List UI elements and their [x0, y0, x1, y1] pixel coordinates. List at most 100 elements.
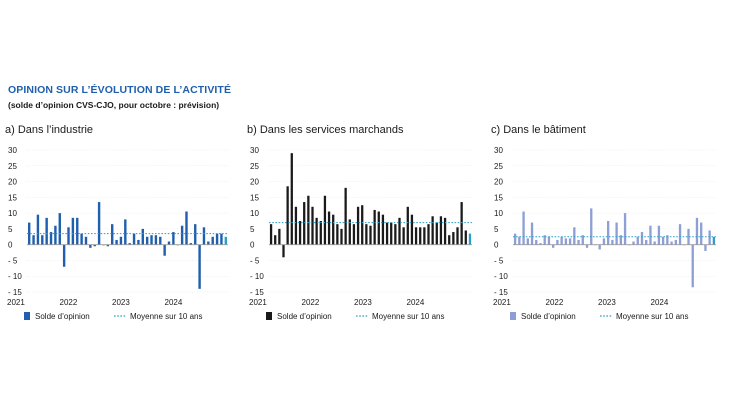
bar: [303, 202, 306, 245]
bar: [636, 236, 639, 245]
bar: [423, 227, 426, 245]
x-tick-label: 2021: [7, 298, 25, 307]
bar: [670, 241, 673, 245]
bar: [307, 195, 310, 245]
bar: [137, 239, 140, 245]
bar: [274, 235, 277, 245]
bar: [649, 225, 652, 245]
y-tick-label: 20: [250, 178, 259, 187]
bar: [543, 235, 546, 245]
bar: [97, 202, 101, 245]
bar: [385, 222, 389, 245]
bar: [443, 217, 447, 245]
bar: [452, 232, 455, 245]
panel-label: a) Dans l’industrie: [5, 124, 93, 136]
bar: [674, 239, 677, 245]
bar: [282, 244, 285, 258]
bar: [194, 224, 197, 245]
bar: [340, 228, 343, 245]
legend-label-mean: Moyenne sur 10 ans: [130, 312, 203, 321]
y-tick-label: 10: [494, 209, 503, 218]
y-tick-label: 20: [8, 178, 17, 187]
bar: [286, 186, 289, 245]
y-tick-label: 30: [494, 146, 503, 155]
y-tick-label: - 10: [494, 272, 508, 281]
bar: [414, 227, 418, 245]
bar: [361, 205, 364, 245]
bar: [526, 238, 529, 245]
bar: [189, 243, 193, 245]
x-tick-label: 2023: [112, 298, 130, 307]
bar: [150, 235, 153, 245]
bar: [124, 219, 127, 245]
bar: [373, 209, 376, 245]
y-tick-label: - 15: [494, 288, 508, 297]
bar: [348, 219, 351, 245]
bar: [76, 217, 79, 245]
x-tick-label: 2024: [407, 298, 425, 307]
bar: [623, 213, 627, 245]
bar: [708, 230, 711, 245]
bar: [332, 214, 335, 245]
y-tick-label: 15: [494, 193, 503, 202]
y-tick-label: 0: [8, 241, 13, 250]
bar: [319, 221, 322, 245]
bar: [185, 211, 188, 245]
bar: [568, 238, 572, 245]
y-tick-label: 15: [250, 193, 259, 202]
x-tick-label: 2022: [60, 298, 78, 307]
bar: [530, 222, 534, 245]
y-tick-label: 30: [250, 146, 259, 155]
bar: [556, 239, 559, 245]
bar: [128, 243, 131, 245]
bar: [207, 241, 210, 245]
bar: [448, 235, 451, 245]
chart-panel-2: b) Dans les services marchands 30 25 20 15 10…: [247, 124, 472, 321]
bar: [539, 243, 542, 245]
bar: [410, 214, 414, 245]
y-tick-label: 25: [8, 162, 17, 171]
bar: [406, 206, 409, 245]
bar: [468, 233, 472, 245]
bar: [159, 236, 162, 245]
legend-label-mean: Moyenne sur 10 ans: [616, 312, 689, 321]
bar: [547, 236, 551, 245]
bar: [581, 235, 584, 245]
x-tick-label: 2023: [354, 298, 372, 307]
bar: [602, 238, 606, 245]
bar: [439, 216, 443, 245]
bar: [590, 208, 593, 245]
bar: [369, 225, 372, 245]
y-tick-label: - 5: [8, 256, 18, 265]
bar: [577, 239, 580, 245]
panel-label: c) Dans le bâtiment: [491, 124, 586, 136]
bar: [49, 232, 53, 245]
x-tick-label: 2021: [249, 298, 267, 307]
legend-label-mean: Moyenne sur 10 ans: [372, 312, 445, 321]
bar: [298, 221, 302, 245]
x-tick-label: 2023: [598, 298, 616, 307]
bar: [377, 211, 380, 245]
bar: [220, 233, 223, 245]
y-tick-label: 10: [8, 209, 17, 218]
bar: [598, 244, 601, 250]
x-tick-label: 2024: [651, 298, 669, 307]
bar: [27, 222, 31, 245]
bar: [678, 224, 682, 245]
bar: [145, 236, 149, 245]
bar: [657, 225, 661, 245]
bar: [311, 206, 314, 245]
bar: [89, 244, 92, 248]
chart-panel-3: c) Dans le bâtiment 30 25 20 15 10 5 0 - 5 - 10 - …: [491, 124, 716, 321]
bar: [41, 235, 44, 245]
bar: [180, 225, 184, 245]
legend-swatch-bars: [24, 312, 30, 320]
y-tick-label: 25: [494, 162, 503, 171]
bar: [315, 217, 318, 245]
bar: [640, 232, 644, 245]
bar: [141, 228, 144, 245]
bar: [167, 241, 171, 245]
bar: [54, 225, 57, 245]
bar: [84, 236, 88, 245]
bar: [336, 224, 339, 245]
